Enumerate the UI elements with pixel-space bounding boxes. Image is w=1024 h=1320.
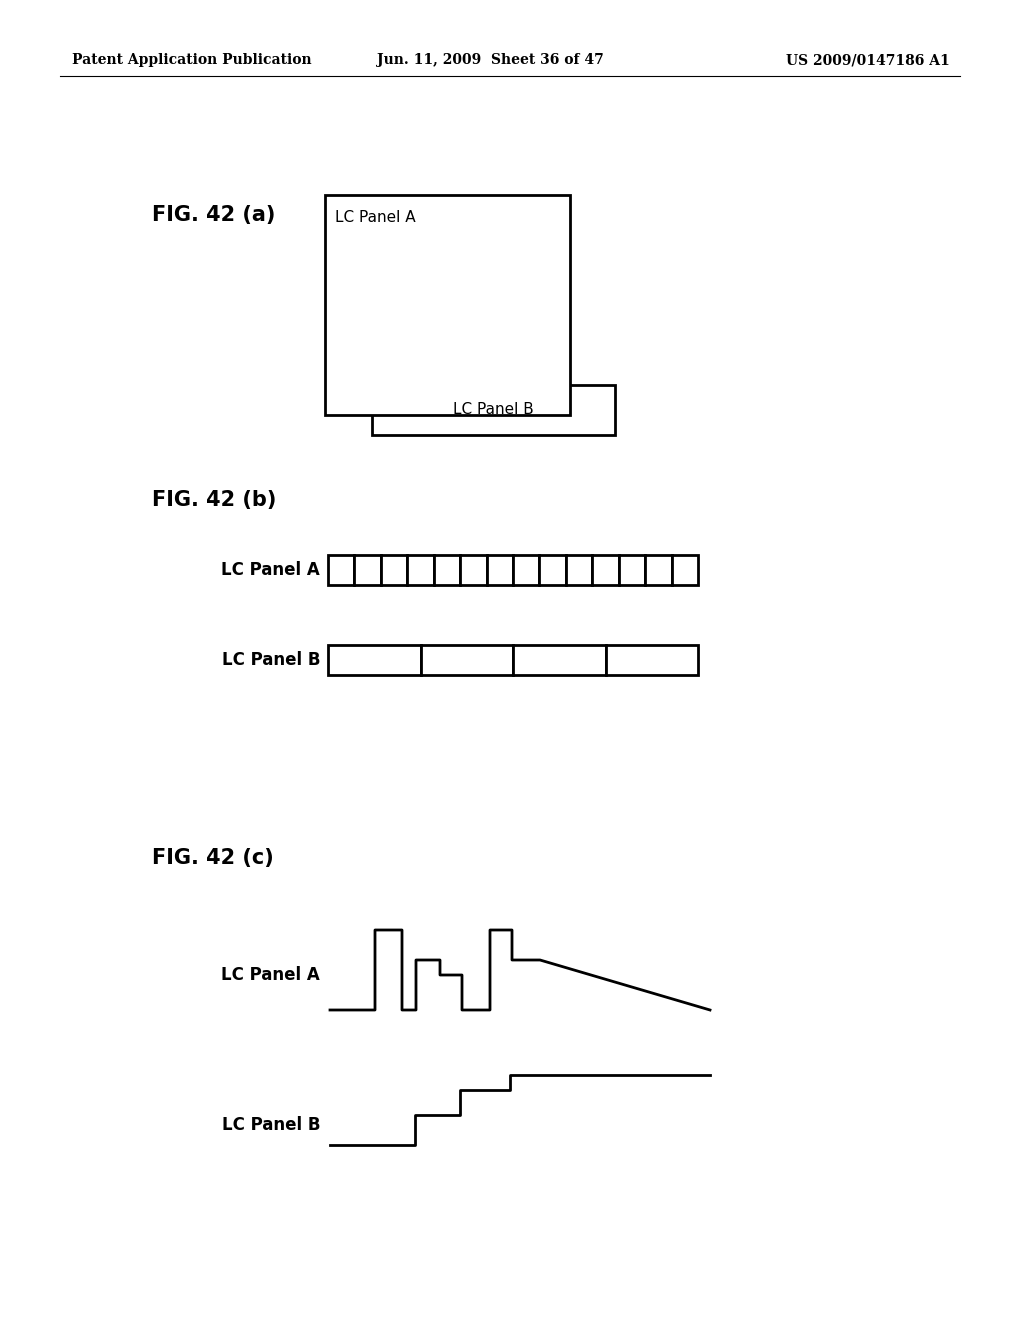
Bar (325, 195, 570, 414)
Bar (434, 554, 460, 585)
Bar (672, 554, 698, 585)
Bar (513, 554, 540, 585)
Text: Patent Application Publication: Patent Application Publication (72, 53, 311, 67)
Bar (592, 554, 618, 585)
Bar (408, 554, 434, 585)
Bar (372, 385, 615, 436)
Bar (328, 645, 421, 675)
Text: FIG. 42 (b): FIG. 42 (b) (152, 490, 276, 510)
Text: FIG. 42 (c): FIG. 42 (c) (152, 847, 273, 869)
Text: LC Panel A: LC Panel A (335, 210, 416, 224)
Text: US 2009/0147186 A1: US 2009/0147186 A1 (786, 53, 950, 67)
Bar (381, 554, 408, 585)
Bar (328, 554, 354, 585)
Text: LC Panel B: LC Panel B (221, 651, 319, 669)
Text: LC Panel B: LC Panel B (221, 1115, 319, 1134)
Bar (540, 554, 566, 585)
Text: LC Panel A: LC Panel A (221, 966, 319, 983)
Bar (645, 554, 672, 585)
Bar (460, 554, 486, 585)
Text: LC Panel A: LC Panel A (221, 561, 319, 579)
Bar (618, 554, 645, 585)
Bar (513, 645, 605, 675)
Text: LC Panel B: LC Panel B (454, 403, 534, 417)
Bar (486, 554, 513, 585)
Bar (354, 554, 381, 585)
Text: FIG. 42 (a): FIG. 42 (a) (152, 205, 275, 224)
Text: Jun. 11, 2009  Sheet 36 of 47: Jun. 11, 2009 Sheet 36 of 47 (377, 53, 603, 67)
Bar (566, 554, 592, 585)
Bar (421, 645, 513, 675)
Bar (605, 645, 698, 675)
